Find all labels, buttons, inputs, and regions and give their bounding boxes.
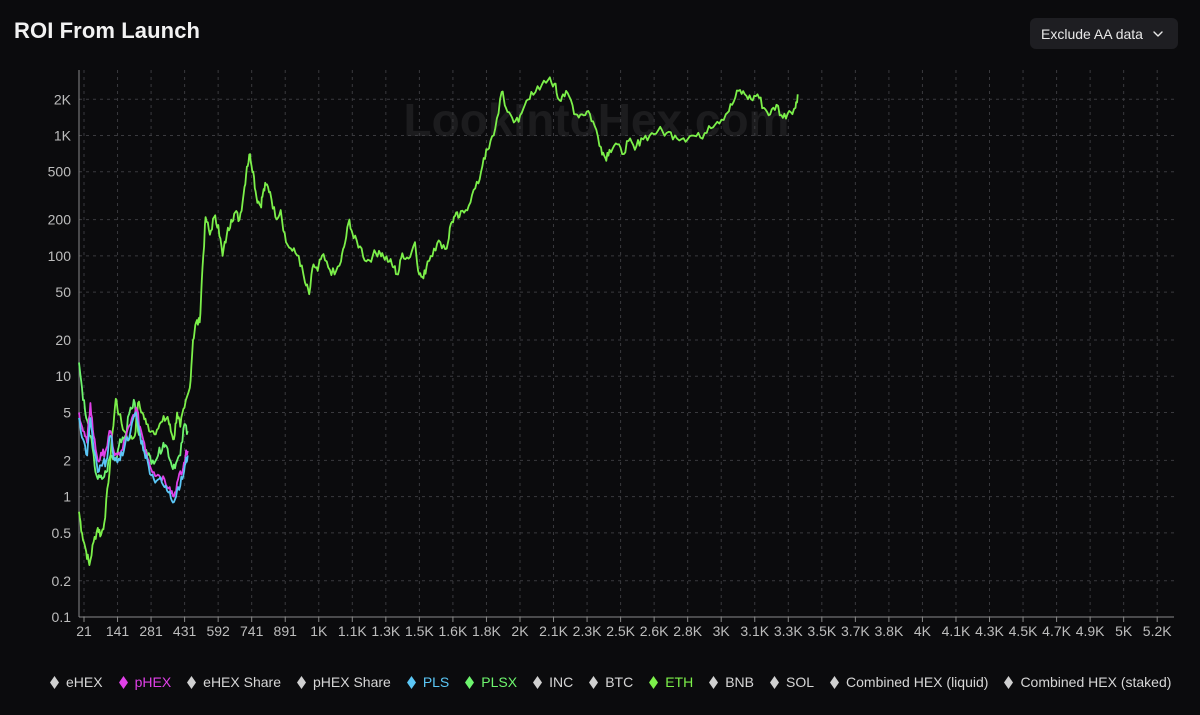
x-tick-label: 3.7K bbox=[841, 623, 870, 639]
diamond-icon bbox=[187, 675, 197, 689]
y-tick-label: 10 bbox=[55, 368, 71, 384]
y-tick-label: 200 bbox=[48, 212, 72, 228]
y-tick-label: 5 bbox=[63, 404, 71, 420]
diamond-icon bbox=[649, 675, 659, 689]
chevron-down-icon bbox=[1153, 30, 1163, 37]
x-tick-label: 4K bbox=[914, 623, 932, 639]
y-tick-label: 20 bbox=[55, 332, 71, 348]
x-tick-label: 1.8K bbox=[472, 623, 501, 639]
x-tick-label: 1K bbox=[310, 623, 328, 639]
x-tick-label: 431 bbox=[173, 623, 197, 639]
legend-label: INC bbox=[549, 674, 574, 690]
series-line-eth bbox=[78, 76, 799, 566]
legend-label: BNB bbox=[725, 674, 755, 690]
x-tick-label: 141 bbox=[106, 623, 130, 639]
legend-item-inc[interactable]: INC bbox=[533, 674, 573, 690]
y-tick-label: 2K bbox=[54, 91, 72, 107]
x-tick-label: 4.1K bbox=[942, 623, 971, 639]
y-tick-label: 2 bbox=[63, 452, 71, 468]
diamond-icon bbox=[709, 675, 719, 689]
x-tick-label: 2K bbox=[511, 623, 529, 639]
legend-label: pHEX bbox=[134, 674, 172, 690]
x-tick-label: 3.5K bbox=[807, 623, 836, 639]
series-line-plsx bbox=[78, 362, 189, 480]
legend-label: SOL bbox=[786, 674, 815, 690]
y-tick-label: 50 bbox=[55, 284, 71, 300]
legend-item-phex[interactable]: pHEX bbox=[118, 674, 172, 690]
legend-item-sol[interactable]: SOL bbox=[770, 674, 814, 690]
diamond-icon bbox=[296, 675, 306, 689]
legend-label: pHEX Share bbox=[312, 674, 391, 690]
x-tick-label: 2.6K bbox=[640, 623, 669, 639]
x-tick-label: 1.6K bbox=[439, 623, 468, 639]
x-tick-label: 592 bbox=[206, 623, 230, 639]
legend-item-plsx[interactable]: PLSX bbox=[465, 674, 517, 690]
legend-label: PLSX bbox=[481, 674, 518, 690]
x-tick-label: 2.3K bbox=[573, 623, 602, 639]
y-tick-label: 1K bbox=[54, 127, 72, 143]
dropdown-label: Exclude AA data bbox=[1041, 25, 1143, 42]
x-tick-label: 2.5K bbox=[606, 623, 635, 639]
x-tick-label: 1.3K bbox=[371, 623, 400, 639]
x-tick-label: 4.3K bbox=[975, 623, 1004, 639]
legend-label: PLS bbox=[422, 674, 450, 690]
roi-chart: LookIntoHex.com 0.1 0.2 0.5 1 2 5 10 20 50 100 200 5… bbox=[48, 70, 1174, 639]
x-tick-label: 2.1K bbox=[539, 623, 568, 639]
diamond-icon bbox=[589, 675, 599, 689]
legend-item-combined-hex-liquid[interactable]: Combined HEX (liquid) bbox=[830, 674, 988, 690]
x-tick-label: 4.7K bbox=[1042, 623, 1071, 639]
x-tick-label: 741 bbox=[240, 623, 264, 639]
series-line-pls bbox=[78, 411, 189, 504]
diamond-icon bbox=[533, 675, 543, 689]
legend-label: BTC bbox=[605, 674, 634, 690]
diamond-icon bbox=[406, 675, 416, 689]
legend-item-ehex-share[interactable]: eHEX Share bbox=[187, 674, 281, 690]
x-tick-label: 1.5K bbox=[405, 623, 434, 639]
diamond-icon bbox=[770, 675, 780, 689]
legend-item-phex-share[interactable]: pHEX Share bbox=[296, 674, 391, 690]
y-tick-label: 0.1 bbox=[52, 609, 72, 625]
x-tick-label: 281 bbox=[139, 623, 163, 639]
legend-label: eHEX bbox=[66, 674, 103, 690]
diamond-icon bbox=[1004, 675, 1014, 689]
page-title: ROI From Launch bbox=[14, 18, 201, 43]
legend-item-btc[interactable]: BTC bbox=[589, 674, 633, 690]
legend-item-pls[interactable]: PLS bbox=[406, 674, 450, 690]
x-tick-label: 5.2K bbox=[1143, 623, 1172, 639]
legend-label: eHEX Share bbox=[203, 674, 281, 690]
y-tick-label: 500 bbox=[48, 164, 72, 180]
y-tick-label: 0.5 bbox=[52, 525, 72, 541]
x-tick-label: 3K bbox=[713, 623, 731, 639]
y-tick-label: 100 bbox=[48, 248, 72, 264]
diamond-icon bbox=[830, 675, 840, 689]
x-tick-label: 3.3K bbox=[774, 623, 803, 639]
y-tick-label: 1 bbox=[63, 489, 71, 505]
diamond-icon bbox=[50, 675, 59, 689]
diamond-icon bbox=[118, 675, 128, 689]
legend-item-eth[interactable]: ETH bbox=[649, 674, 693, 690]
x-tick-label: 1.1K bbox=[338, 623, 367, 639]
x-tick-label: 5K bbox=[1115, 623, 1133, 639]
legend-label: ETH bbox=[665, 674, 694, 690]
legend-item-combined-hex-staked[interactable]: Combined HEX (staked) bbox=[1004, 674, 1171, 690]
legend-label: Combined HEX (liquid) bbox=[846, 674, 989, 690]
x-tick-label: 21 bbox=[76, 623, 92, 639]
y-tick-label: 0.2 bbox=[52, 573, 72, 589]
x-tick-label: 3.1K bbox=[740, 623, 769, 639]
legend-label: Combined HEX (staked) bbox=[1020, 674, 1172, 690]
exclude-aa-data-dropdown[interactable]: Exclude AA data bbox=[1030, 18, 1178, 49]
chart-legend: eHEX pHEX eHEX Share pHEX Share PLS PLSX INC BT… bbox=[50, 674, 1190, 690]
x-tick-label: 3.8K bbox=[874, 623, 903, 639]
legend-item-ehex[interactable]: eHEX bbox=[50, 674, 103, 690]
legend-item-bnb[interactable]: BNB bbox=[709, 674, 754, 690]
x-tick-label: 891 bbox=[274, 623, 298, 639]
x-tick-label: 4.5K bbox=[1009, 623, 1038, 639]
x-tick-label: 2.8K bbox=[673, 623, 702, 639]
watermark-text: LookIntoHex.com bbox=[404, 94, 790, 146]
diamond-icon bbox=[465, 675, 475, 689]
x-tick-label: 4.9K bbox=[1076, 623, 1105, 639]
series-line-phex bbox=[78, 402, 189, 498]
